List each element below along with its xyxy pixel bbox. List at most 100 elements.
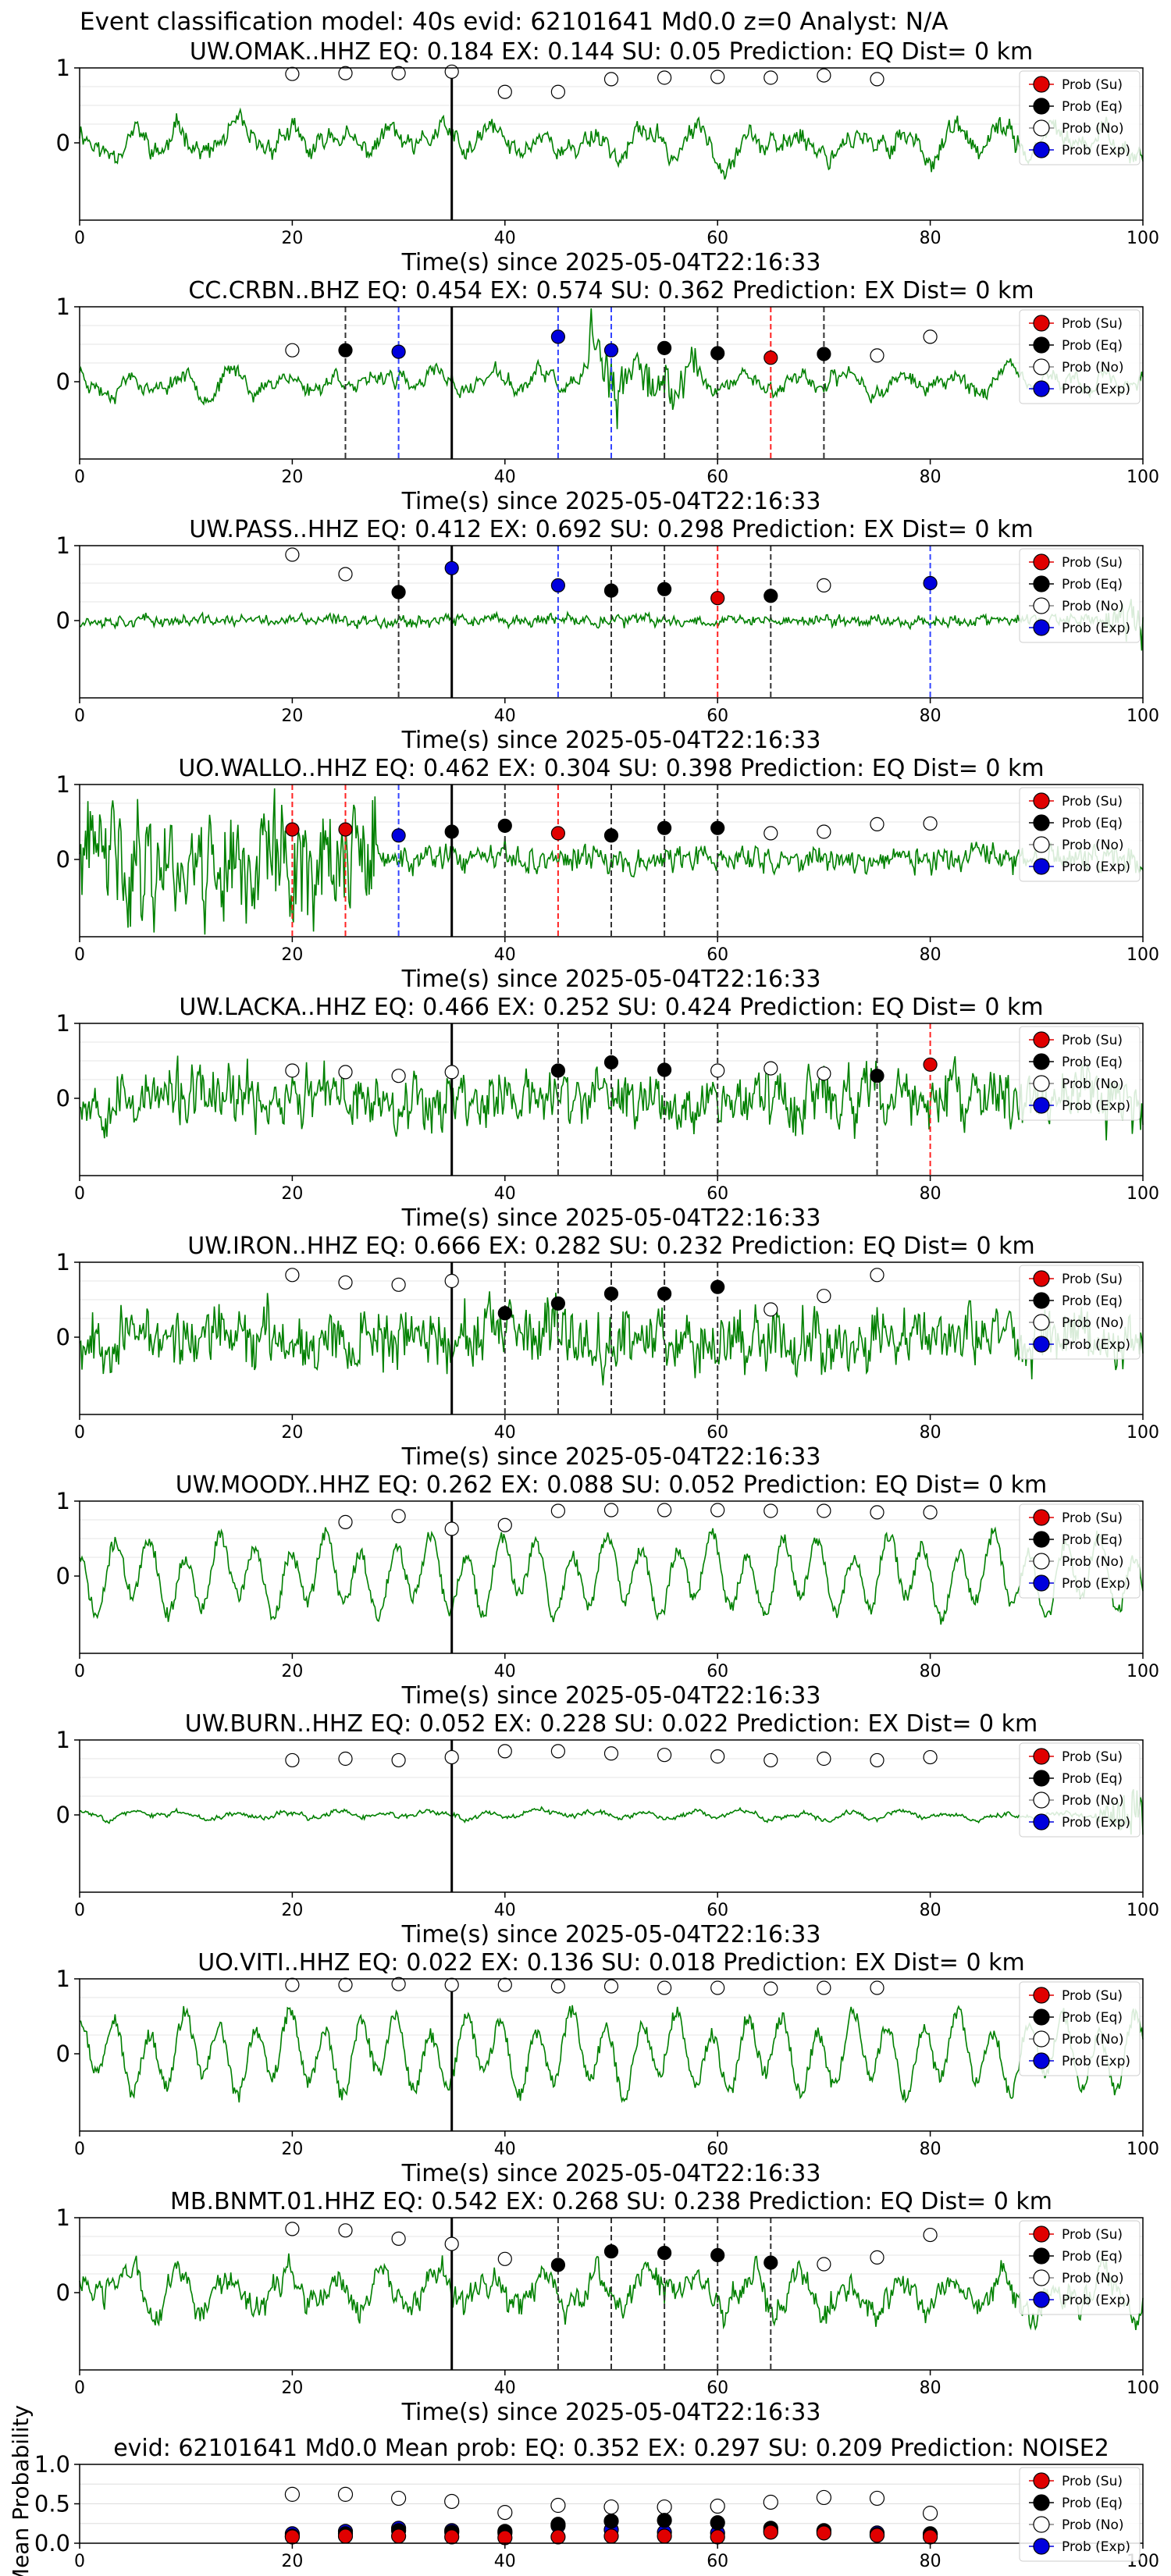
prob-point-no bbox=[870, 72, 884, 87]
prob-point-exp bbox=[391, 828, 406, 843]
legend-marker-su bbox=[1033, 553, 1050, 571]
y-tick-label: 1 bbox=[56, 294, 70, 320]
prob-point-no bbox=[550, 1979, 566, 1994]
prob-point-no bbox=[870, 2250, 884, 2265]
prob-point-no bbox=[337, 2486, 354, 2502]
prob-point-no bbox=[817, 824, 831, 839]
prob-point-no bbox=[922, 2506, 938, 2521]
waveform-trace bbox=[79, 1526, 1144, 1625]
prob-point-no bbox=[603, 72, 619, 87]
legend-marker-eq bbox=[1033, 1292, 1050, 1309]
y-tick-label: 0 bbox=[56, 1802, 70, 1828]
prob-point-no bbox=[285, 343, 300, 358]
legend-marker-no bbox=[1033, 1553, 1050, 1570]
prob-point-no bbox=[816, 2489, 832, 2506]
legend-label-eq: Prob (Eq) bbox=[1062, 1771, 1123, 1787]
prob-point-no bbox=[391, 66, 406, 80]
legend-box bbox=[1019, 548, 1141, 643]
prob-point-eq bbox=[444, 824, 459, 839]
x-tick-label: 20 bbox=[281, 1184, 303, 1204]
prob-point-eq bbox=[710, 2247, 725, 2263]
prob-point-no bbox=[444, 1273, 459, 1289]
legend-label-eq: Prob (Eq) bbox=[1062, 2249, 1123, 2265]
prob-point-no bbox=[550, 1744, 566, 1759]
x-tick-label: 20 bbox=[281, 229, 303, 248]
prob-point-no bbox=[870, 1505, 884, 1520]
axes-frame bbox=[79, 545, 1144, 699]
x-tick-label: 80 bbox=[920, 1423, 941, 1443]
x-tick-label: 0 bbox=[74, 1662, 85, 1681]
legend-label-exp: Prob (Exp) bbox=[1062, 382, 1130, 397]
legend-label-exp: Prob (Exp) bbox=[1062, 1576, 1130, 1592]
prob-point-su bbox=[284, 2529, 300, 2545]
x-tick-label: 40 bbox=[494, 945, 516, 965]
x-tick-label: 20 bbox=[281, 706, 303, 726]
prob-point-no bbox=[550, 84, 566, 99]
legend-label-no: Prob (No) bbox=[1062, 1793, 1124, 1809]
panel-title: UO.WALLO..HHZ EQ: 0.462 EX: 0.304 SU: 0.… bbox=[178, 755, 1044, 782]
legend-marker-su bbox=[1033, 1509, 1050, 1526]
prob-point-no bbox=[763, 2494, 778, 2510]
prob-point-no bbox=[285, 66, 300, 81]
y-tick-label: 1 bbox=[56, 1010, 70, 1037]
prob-point-no bbox=[817, 68, 831, 83]
legend-box bbox=[1019, 787, 1141, 882]
x-axis-label: Time(s) since 2025-05-04T22:16:33 bbox=[401, 966, 821, 993]
y-tick-label: 1 bbox=[56, 55, 70, 81]
prob-point-eq bbox=[710, 820, 725, 835]
prob-point-su bbox=[550, 2529, 566, 2545]
x-tick-label: 100 bbox=[1127, 1423, 1159, 1443]
prob-point-eq bbox=[870, 1069, 884, 1083]
x-tick-label: 60 bbox=[707, 945, 728, 965]
prob-point-su bbox=[550, 826, 566, 841]
prob-point-su bbox=[603, 2528, 619, 2544]
prob-point-no bbox=[497, 1977, 512, 1992]
legend-label-exp: Prob (Exp) bbox=[1062, 859, 1130, 875]
prob-point-no bbox=[497, 1517, 512, 1532]
prob-point-no bbox=[285, 2222, 300, 2236]
prob-point-su bbox=[763, 2524, 778, 2540]
x-tick-label: 80 bbox=[920, 1901, 941, 1920]
x-tick-label: 80 bbox=[920, 1662, 941, 1681]
x-tick-label: 60 bbox=[707, 1423, 728, 1443]
legend-label-no: Prob (No) bbox=[1062, 1554, 1124, 1570]
prob-point-no bbox=[870, 817, 884, 831]
legend-marker-exp bbox=[1033, 1813, 1050, 1831]
prob-point-su bbox=[497, 2530, 513, 2546]
panel-2: CC.CRBN..BHZ EQ: 0.454 EX: 0.574 SU: 0.3… bbox=[56, 277, 1159, 515]
panel-4: UO.WALLO..HHZ EQ: 0.462 EX: 0.304 SU: 0.… bbox=[56, 755, 1159, 993]
panel-8: UW.BURN..HHZ EQ: 0.052 EX: 0.228 SU: 0.0… bbox=[56, 1710, 1159, 1948]
x-tick-label: 40 bbox=[494, 468, 516, 487]
prob-point-eq bbox=[763, 589, 778, 603]
x-tick-label: 60 bbox=[707, 2379, 728, 2398]
y-tick-label: 0 bbox=[56, 607, 70, 634]
prob-point-eq bbox=[817, 347, 831, 361]
legend-marker-no bbox=[1033, 2516, 1050, 2533]
prob-point-no bbox=[710, 69, 725, 84]
x-tick-label: 100 bbox=[1127, 1662, 1159, 1681]
y-tick-label: 1 bbox=[56, 1249, 70, 1276]
x-tick-label: 60 bbox=[707, 2552, 728, 2571]
prob-point-exp bbox=[444, 560, 459, 575]
legend-label-eq: Prob (Eq) bbox=[1062, 1055, 1123, 1070]
prob-point-su bbox=[657, 2528, 672, 2544]
x-tick-label: 60 bbox=[707, 2140, 728, 2159]
legend-marker-su bbox=[1033, 1031, 1050, 1048]
prob-point-no bbox=[391, 1277, 406, 1292]
prob-point-eq bbox=[497, 1306, 512, 1321]
axes-frame bbox=[79, 1500, 1144, 1654]
legend-label-no: Prob (No) bbox=[1062, 599, 1124, 614]
prob-point-no bbox=[763, 826, 778, 841]
legend-label-eq: Prob (Eq) bbox=[1062, 2010, 1123, 2026]
prob-point-no bbox=[870, 348, 884, 363]
prob-point-no bbox=[338, 66, 353, 80]
panel-7: UW.MOODY..HHZ EQ: 0.262 EX: 0.088 SU: 0.… bbox=[56, 1471, 1159, 1710]
legend-label-eq: Prob (Eq) bbox=[1062, 577, 1123, 592]
legend-marker-no bbox=[1033, 358, 1050, 375]
legend-marker-eq bbox=[1033, 575, 1050, 592]
legend-marker-exp bbox=[1033, 2052, 1050, 2069]
legend-label-no: Prob (No) bbox=[1062, 838, 1124, 853]
legend-marker-eq bbox=[1033, 1053, 1050, 1070]
legend-label-exp: Prob (Exp) bbox=[1062, 1815, 1130, 1831]
